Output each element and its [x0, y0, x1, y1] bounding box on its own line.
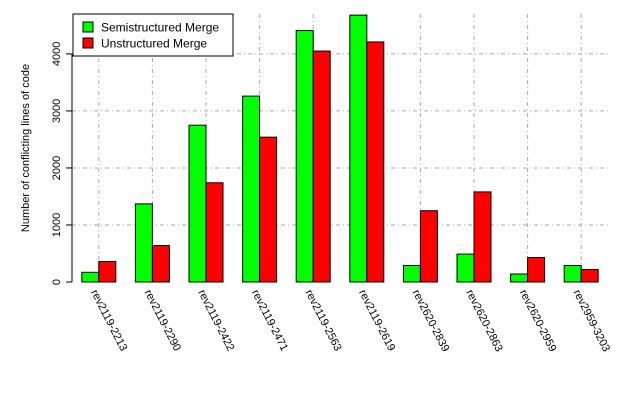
y-tick-label: 4000: [51, 42, 63, 66]
bar-semistructured-rev2119-2290: [134, 203, 153, 283]
x-tick-label: rev2119-2619: [356, 288, 397, 353]
x-tick-label: rev2620-2959: [517, 288, 559, 354]
x-tick-label: rev2119-2290: [142, 288, 183, 353]
bar-unstructured-rev2620-2959: [527, 256, 546, 283]
legend-box: [72, 13, 234, 57]
bar-semistructured-rev2620-2863: [456, 253, 475, 283]
legend-swatch: [82, 37, 94, 49]
x-tick-label: rev2620-2839: [410, 288, 452, 354]
x-tick-label: rev2119-2422: [195, 288, 236, 353]
legend-label: Unstructured Merge: [101, 37, 207, 51]
bar-unstructured-rev2119-2563: [312, 50, 331, 283]
bar-unstructured-rev2620-2863: [473, 191, 492, 283]
bar-semistructured-rev2119-2471: [242, 95, 261, 283]
y-tick-label: 0: [51, 279, 63, 285]
bar-semistructured-rev2620-2839: [402, 264, 421, 283]
y-axis-label: Number of conflicting lines of code: [20, 64, 32, 232]
bar-unstructured-rev2119-2619: [366, 41, 385, 283]
bar-unstructured-rev2119-2471: [259, 136, 278, 283]
y-tick-label: 3000: [51, 99, 63, 123]
bar-semistructured-rev2959-3203: [563, 264, 582, 283]
x-tick-label: rev2620-2863: [463, 288, 505, 354]
y-tick-label: 2000: [51, 156, 63, 180]
x-tick-label: rev2119-2563: [303, 288, 344, 353]
legend: Semistructured Merge Unstructured Merge: [72, 13, 234, 57]
bar-unstructured-rev2119-2213: [98, 260, 117, 283]
bars: [81, 14, 599, 283]
bar-semistructured-rev2620-2959: [510, 273, 529, 283]
bar-unstructured-rev2119-2290: [151, 245, 170, 283]
bar-unstructured-rev2119-2422: [205, 182, 224, 283]
y-tick-label: 1000: [51, 213, 63, 237]
legend-swatch: [82, 21, 94, 33]
bar-semistructured-rev2119-2422: [188, 124, 207, 283]
bar-semistructured-rev2119-2563: [295, 30, 314, 283]
x-tick-label: rev2119-2471: [249, 288, 290, 353]
bar-unstructured-rev2620-2839: [419, 210, 438, 283]
bar-semistructured-rev2119-2213: [81, 271, 100, 283]
x-tick-label: rev2959-3203: [571, 288, 613, 354]
x-tick-label: rev2119-2213: [88, 288, 129, 353]
bar-unstructured-rev2959-3203: [580, 268, 599, 283]
legend-label: Semistructured Merge: [101, 21, 219, 35]
bar-semistructured-rev2119-2619: [349, 14, 368, 283]
